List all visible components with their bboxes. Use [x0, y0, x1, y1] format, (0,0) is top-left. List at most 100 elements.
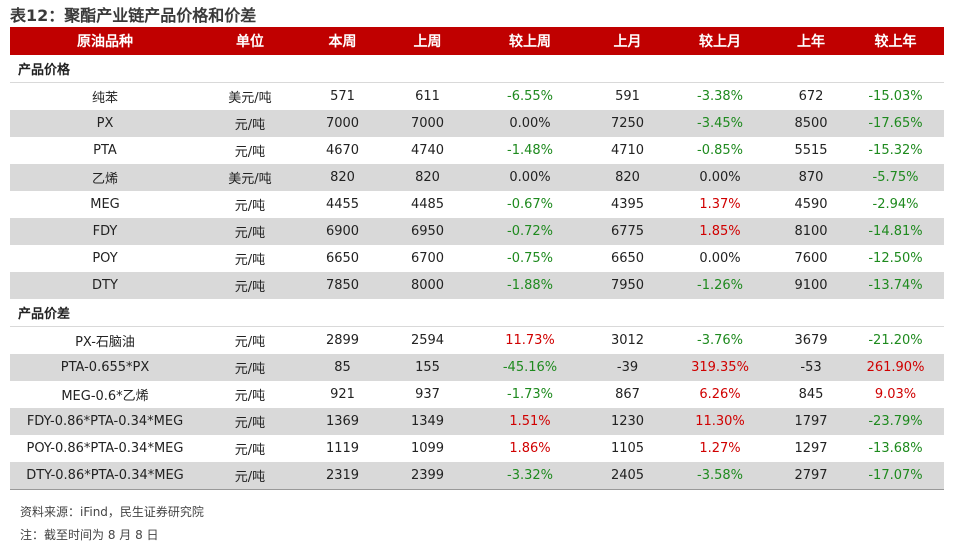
- table-cell: -23.79%: [847, 408, 944, 435]
- table-cell: -2.94%: [847, 191, 944, 218]
- table-cell: 6650: [590, 245, 665, 272]
- table-cell: 0.00%: [665, 164, 775, 191]
- table-cell: 乙烯: [10, 164, 200, 191]
- table-cell: 元/吨: [200, 326, 300, 354]
- table-cell: 4485: [385, 191, 470, 218]
- table-cell: -3.58%: [665, 462, 775, 490]
- table-row: PX 元/吨 7000 7000 0.00% 7250 -3.45% 8500 -17.65%: [10, 110, 944, 137]
- column-header: 较上月: [665, 27, 775, 55]
- table-cell: -1.26%: [665, 272, 775, 299]
- table-cell: 1230: [590, 408, 665, 435]
- table-cell: FDY-0.86*PTA-0.34*MEG: [10, 408, 200, 435]
- table-cell: PX-石脑油: [10, 326, 200, 354]
- table-cell: 1297: [775, 435, 847, 462]
- table-cell: -15.32%: [847, 137, 944, 164]
- table-cell: 2594: [385, 326, 470, 354]
- table-cell: -0.75%: [470, 245, 590, 272]
- table-cell: 4740: [385, 137, 470, 164]
- table-cell: 美元/吨: [200, 164, 300, 191]
- table-cell: 1119: [300, 435, 385, 462]
- table-cell: 3012: [590, 326, 665, 354]
- table-cell: 6700: [385, 245, 470, 272]
- table-cell: 2899: [300, 326, 385, 354]
- table-cell: 7600: [775, 245, 847, 272]
- table-cell: 元/吨: [200, 462, 300, 490]
- table-cell: 2405: [590, 462, 665, 490]
- table-row: PX-石脑油 元/吨 2899 2594 11.73% 3012 -3.76% 3679 -21…: [10, 326, 944, 354]
- table-cell: 6.26%: [665, 381, 775, 408]
- table-cell: 4710: [590, 137, 665, 164]
- table-cell: -53: [775, 354, 847, 381]
- table-row: PTA 元/吨 4670 4740 -1.48% 4710 -0.85% 5515 -15.32…: [10, 137, 944, 164]
- table-cell: 5515: [775, 137, 847, 164]
- table-cell: 8000: [385, 272, 470, 299]
- table-cell: 美元/吨: [200, 82, 300, 110]
- table-cell: 1.37%: [665, 191, 775, 218]
- table-cell: 1349: [385, 408, 470, 435]
- table-row: PTA-0.655*PX 元/吨 85 155 -45.16% -39 319.35% -53…: [10, 354, 944, 381]
- section-header: 产品价格: [10, 55, 944, 83]
- table-row: DTY 元/吨 7850 8000 -1.88% 7950 -1.26% 9100 -13.74…: [10, 272, 944, 299]
- table-cell: 591: [590, 82, 665, 110]
- table-cell: 元/吨: [200, 191, 300, 218]
- table-cell: 元/吨: [200, 408, 300, 435]
- table-cell: -3.38%: [665, 82, 775, 110]
- column-header: 上月: [590, 27, 665, 55]
- table-cell: -39: [590, 354, 665, 381]
- column-header: 原油品种: [10, 27, 200, 55]
- table-cell: DTY: [10, 272, 200, 299]
- table-cell: -5.75%: [847, 164, 944, 191]
- header-row: 原油品种 单位 本周 上周 较上周 上月 较上月 上年 较上年: [10, 27, 944, 55]
- table-cell: 7950: [590, 272, 665, 299]
- table-cell: 4395: [590, 191, 665, 218]
- table-cell: 921: [300, 381, 385, 408]
- column-header: 单位: [200, 27, 300, 55]
- table-cell: -3.76%: [665, 326, 775, 354]
- table-cell: 820: [385, 164, 470, 191]
- table-cell: 3679: [775, 326, 847, 354]
- table-row: 纯苯 美元/吨 571 611 -6.55% 591 -3.38% 672 -15.03%: [10, 82, 944, 110]
- table-cell: -21.20%: [847, 326, 944, 354]
- table-cell: -17.65%: [847, 110, 944, 137]
- table-cell: 1369: [300, 408, 385, 435]
- table-cell: 9.03%: [847, 381, 944, 408]
- table-cell: 元/吨: [200, 272, 300, 299]
- table-cell: PTA-0.655*PX: [10, 354, 200, 381]
- table-cell: -14.81%: [847, 218, 944, 245]
- table-cell: 7850: [300, 272, 385, 299]
- table-cell: -1.48%: [470, 137, 590, 164]
- column-header: 上年: [775, 27, 847, 55]
- table-cell: 2797: [775, 462, 847, 490]
- table-cell: 4590: [775, 191, 847, 218]
- table-cell: 元/吨: [200, 137, 300, 164]
- table-cell: 纯苯: [10, 82, 200, 110]
- table-cell: -13.68%: [847, 435, 944, 462]
- column-header: 上周: [385, 27, 470, 55]
- table-cell: 8500: [775, 110, 847, 137]
- table-cell: 6650: [300, 245, 385, 272]
- table-cell: 820: [300, 164, 385, 191]
- table-row: DTY-0.86*PTA-0.34*MEG 元/吨 2319 2399 -3.32% 24…: [10, 462, 944, 490]
- section-label: 产品价格: [10, 55, 944, 83]
- table-cell: 155: [385, 354, 470, 381]
- table-cell: 571: [300, 82, 385, 110]
- table-cell: 6950: [385, 218, 470, 245]
- table-cell: 元/吨: [200, 110, 300, 137]
- table-cell: -3.32%: [470, 462, 590, 490]
- date-note: 注：截至时间为 8 月 8 日: [20, 528, 159, 542]
- source-note: 资料来源：iFind，民生证券研究院: [20, 505, 204, 519]
- table-cell: POY-0.86*PTA-0.34*MEG: [10, 435, 200, 462]
- table-row: POY 元/吨 6650 6700 -0.75% 6650 0.00% 7600 -12.50%: [10, 245, 944, 272]
- table-cell: PTA: [10, 137, 200, 164]
- table-cell: 2399: [385, 462, 470, 490]
- table-cell: 7000: [300, 110, 385, 137]
- table-cell: 6900: [300, 218, 385, 245]
- table-cell: 85: [300, 354, 385, 381]
- table-cell: -45.16%: [470, 354, 590, 381]
- table-cell: 319.35%: [665, 354, 775, 381]
- table-cell: 元/吨: [200, 218, 300, 245]
- section-header: 产品价差: [10, 299, 944, 327]
- table-cell: 0.00%: [665, 245, 775, 272]
- table-cell: 820: [590, 164, 665, 191]
- table-cell: 1105: [590, 435, 665, 462]
